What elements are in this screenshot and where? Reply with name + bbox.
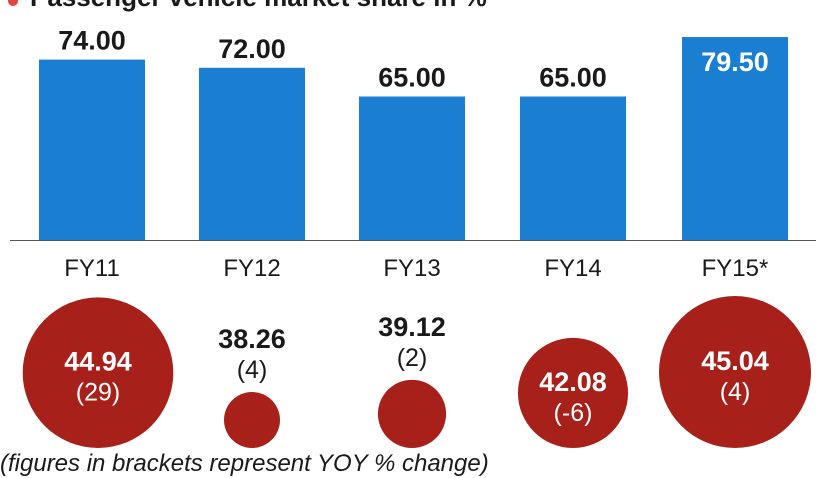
x-tick-label-0: FY11 [64, 255, 120, 282]
title-bullet-icon [8, 0, 18, 6]
x-tick-label-4: FY15* [702, 255, 769, 282]
bubble-value-label-0: 44.94 [64, 347, 132, 377]
chart-title: Passenger vehicle market share in % [30, 0, 487, 13]
bubble-value-label-1: 38.26 [218, 324, 286, 354]
bubble-value-label-3: 42.08 [539, 367, 607, 397]
bar-value-label-4: 79.50 [701, 47, 769, 77]
bubble-2 [377, 379, 447, 448]
chart-footnote: (figures in brackets represent YOY % cha… [0, 450, 489, 477]
bar-value-label-2: 65.00 [378, 63, 446, 93]
bubble-3 [517, 337, 629, 448]
x-tick-label-1: FY12 [223, 255, 280, 282]
bar-4 [682, 37, 788, 240]
bubble-yoy-label-0: (29) [76, 379, 120, 407]
bar-1 [199, 67, 305, 240]
bar-2 [359, 96, 465, 240]
bubble-value-label-4: 45.04 [701, 346, 769, 376]
bubble-yoy-label-3: (-6) [554, 399, 593, 427]
bar-value-label-3: 65.00 [539, 63, 607, 93]
bubble-1 [224, 392, 280, 448]
bubble-yoy-label-1: (4) [237, 356, 268, 384]
bar-value-label-1: 72.00 [218, 34, 286, 64]
bar-0 [39, 59, 145, 240]
chart-svg: 74.00 FY11 72.00 FY12 65.00 FY13 65.00 FY14 79.5… [10, 26, 816, 449]
bubble-yoy-label-2: (2) [397, 344, 428, 372]
x-tick-label-2: FY13 [383, 255, 440, 282]
bubble-0 [22, 297, 174, 449]
x-tick-label-3: FY14 [544, 255, 601, 282]
bar-3 [520, 96, 626, 240]
bar-value-label-0: 74.00 [58, 26, 126, 56]
bubble-yoy-label-4: (4) [720, 378, 751, 406]
bubble-4 [659, 296, 811, 448]
bubble-value-label-2: 39.12 [378, 312, 446, 342]
